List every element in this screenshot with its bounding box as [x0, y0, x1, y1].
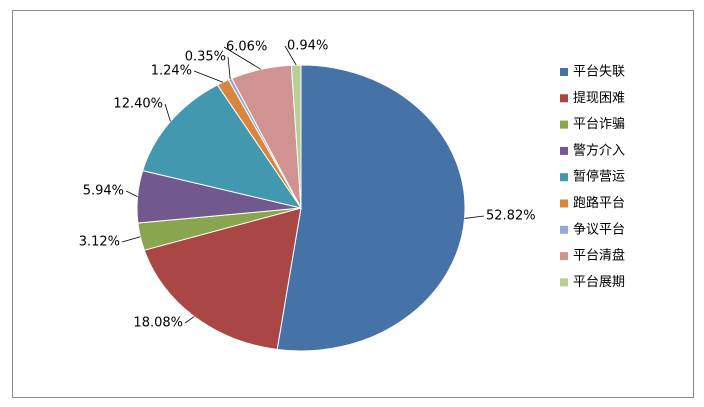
legend-swatch	[560, 225, 568, 234]
legend-label: 警方介入	[573, 142, 625, 158]
leader-line	[223, 46, 262, 70]
data-label: 1.24%	[151, 64, 192, 79]
legend-swatch	[560, 120, 568, 129]
legend-label: 跑路平台	[573, 195, 625, 211]
pie-slice	[276, 64, 466, 352]
data-label: 18.08%	[133, 316, 183, 331]
data-label: 6.06%	[226, 40, 267, 55]
data-label: 12.40%	[113, 97, 163, 112]
legend-label: 平台失联	[573, 65, 625, 80]
legend-label: 平台清盘	[573, 248, 625, 264]
legend-swatch	[560, 252, 568, 261]
leader-line	[184, 316, 195, 324]
data-label: 0.94%	[287, 39, 328, 54]
legend-label: 平台展期	[573, 275, 625, 290]
legend-swatch	[560, 278, 568, 287]
legend-swatch	[560, 94, 568, 103]
legend-label: 平台诈骗	[573, 117, 625, 132]
leader-line	[464, 215, 485, 219]
leader-line	[227, 56, 231, 80]
legend-swatch	[560, 146, 568, 155]
leader-line	[164, 103, 171, 122]
legend-label: 暂停营运	[573, 169, 625, 185]
leader-line	[193, 70, 224, 83]
data-label: 52.82%	[486, 209, 536, 224]
leader-line	[284, 45, 297, 66]
legend-swatch	[560, 68, 568, 76]
legend-label: 争议平台	[573, 222, 625, 237]
data-label: 3.12%	[79, 235, 120, 250]
legend-swatch	[560, 173, 568, 182]
leader-line	[125, 190, 138, 198]
data-label: 0.35%	[185, 50, 226, 65]
leader-line	[121, 236, 141, 243]
legend-label: 提现困难	[573, 90, 625, 106]
legend-swatch	[560, 199, 568, 208]
data-label: 5.94%	[83, 184, 124, 199]
